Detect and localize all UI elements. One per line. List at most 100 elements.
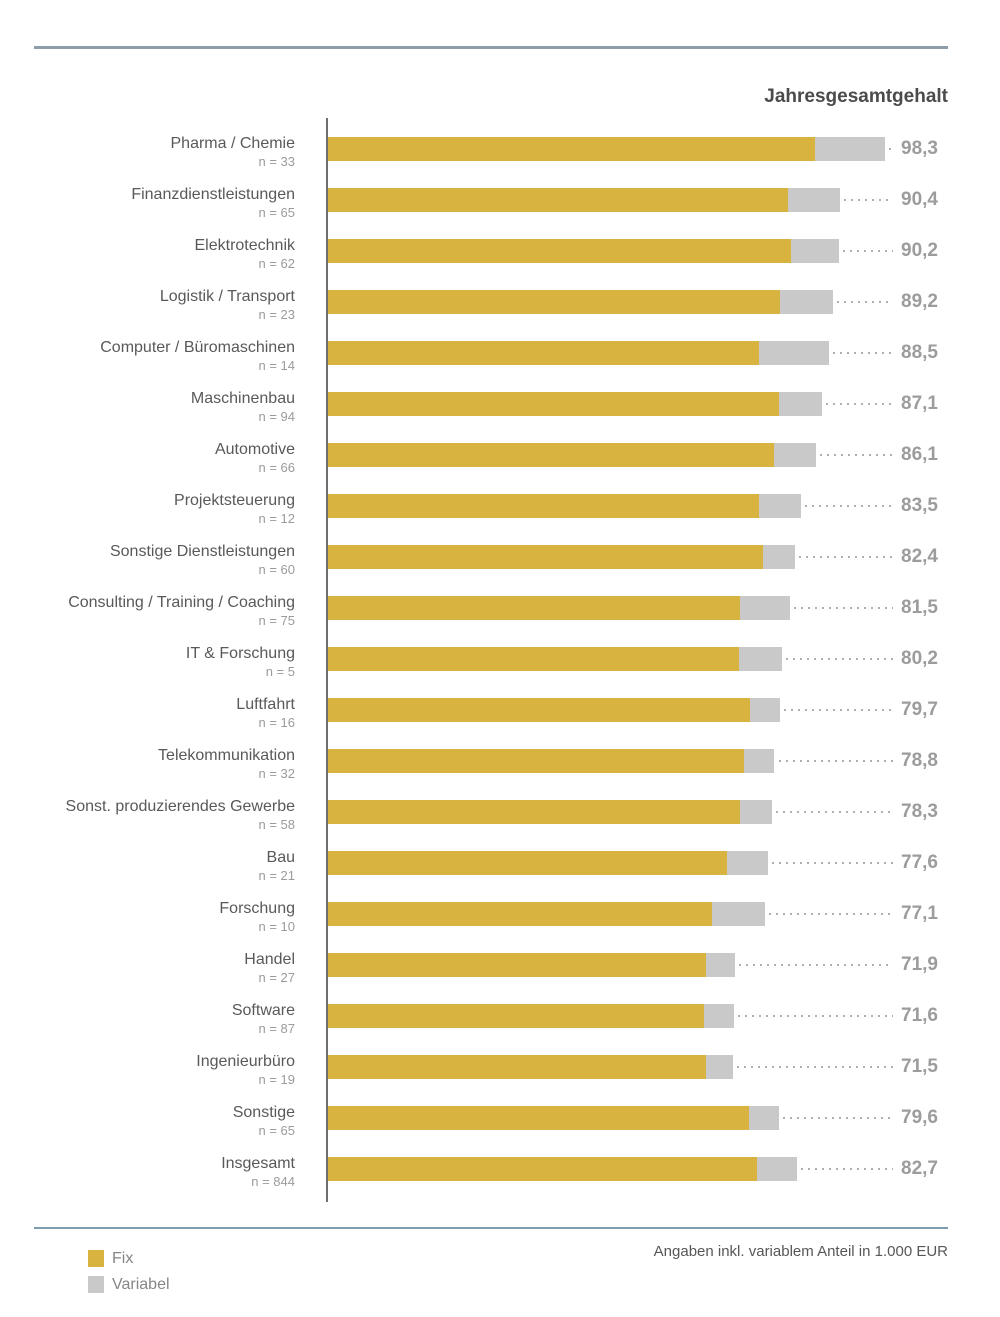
category-sample-size: n = 27 [258, 970, 295, 985]
bar-fix-segment [328, 494, 760, 518]
category-sample-size: n = 60 [258, 562, 295, 577]
category-label: Insgesamt [221, 1155, 295, 1172]
stacked-bar [328, 647, 783, 671]
category-label-block: Forschung n = 10 [0, 899, 295, 935]
bar-fix-segment [328, 698, 751, 722]
leader-dotted-line [737, 1015, 893, 1017]
bar-variabel-segment [705, 1055, 734, 1079]
value-label: 90,4 [901, 189, 938, 210]
category-label: IT & Forschung [185, 645, 295, 662]
bar-variabel-segment [763, 545, 795, 569]
value-label: 89,2 [901, 291, 938, 312]
bar-variabel-segment [739, 596, 790, 620]
y-axis-line [326, 118, 328, 1202]
category-label-block: Software n = 87 [0, 1001, 295, 1037]
stacked-bar [328, 749, 775, 773]
bar-fix-segment [328, 749, 744, 773]
stacked-bar [328, 596, 790, 620]
bar-fix-segment [328, 596, 740, 620]
bar-variabel-segment [738, 647, 783, 671]
category-label: Sonst. produzierendes Gewerbe [65, 798, 295, 815]
stacked-bar [328, 392, 822, 416]
value-label: 79,6 [901, 1107, 938, 1128]
bar-variabel-segment [790, 239, 840, 263]
chart-row: Pharma / Chemie n = 33 98,3 [0, 135, 1000, 169]
chart-row: Computer / Büromaschinen n = 14 88,5 [0, 339, 1000, 373]
category-label: Pharma / Chemie [170, 135, 296, 152]
category-label-block: Maschinenbau n = 94 [0, 389, 295, 425]
category-sample-size: n = 14 [258, 358, 295, 373]
leader-dotted-line [819, 454, 893, 456]
category-label: Computer / Büromaschinen [100, 339, 295, 356]
category-sample-size: n = 12 [258, 511, 295, 526]
category-label: Bau [266, 849, 295, 866]
category-label: Sonstige [232, 1104, 295, 1121]
value-label: 79,7 [901, 699, 938, 720]
category-label-block: Insgesamt n = 844 [0, 1154, 295, 1190]
value-label: 77,6 [901, 852, 938, 873]
legend-label-fix: Fix [112, 1250, 134, 1267]
bar-fix-segment [328, 545, 764, 569]
category-label-block: Sonstige n = 65 [0, 1103, 295, 1139]
chart-row: Sonstige Dienstleistungen n = 60 82,4 [0, 543, 1000, 577]
category-sample-size: n = 33 [258, 154, 295, 169]
bar-fix-segment [328, 1055, 706, 1079]
bar-variabel-segment [743, 749, 775, 773]
chart-row: Automotive n = 66 86,1 [0, 441, 1000, 475]
category-sample-size: n = 62 [258, 256, 295, 271]
value-label: 71,5 [901, 1056, 938, 1077]
value-label: 83,5 [901, 495, 938, 516]
value-label: 90,2 [901, 240, 938, 261]
stacked-bar [328, 1055, 734, 1079]
value-label: 77,1 [901, 903, 938, 924]
chart-row: Elektrotechnik n = 62 90,2 [0, 237, 1000, 271]
category-sample-size: n = 32 [258, 766, 295, 781]
stacked-bar [328, 902, 765, 926]
chart-title: Jahresgesamtgehalt [764, 86, 948, 107]
category-sample-size: n = 87 [258, 1021, 295, 1036]
category-sample-size: n = 19 [258, 1072, 295, 1087]
category-label: Projektsteuerung [174, 492, 295, 509]
leader-dotted-line [783, 709, 893, 711]
category-label: Sonstige Dienstleistungen [109, 543, 295, 560]
bar-fix-segment [328, 953, 706, 977]
chart-row: Finanzdienstleistungen n = 65 90,4 [0, 186, 1000, 220]
category-label: Consulting / Training / Coaching [68, 594, 295, 611]
chart-row: Sonst. produzierendes Gewerbe n = 58 78,… [0, 798, 1000, 832]
category-label: Software [231, 1002, 295, 1019]
stacked-bar [328, 341, 830, 365]
chart-row: IT & Forschung n = 5 80,2 [0, 645, 1000, 679]
category-label: Handel [244, 951, 295, 968]
bar-variabel-segment [739, 800, 772, 824]
bottom-divider [34, 1227, 948, 1229]
bar-variabel-segment [788, 188, 841, 212]
value-label: 98,3 [901, 138, 938, 159]
value-label: 71,6 [901, 1005, 938, 1026]
category-sample-size: n = 10 [258, 919, 295, 934]
top-divider [34, 46, 948, 49]
chart-row: Projektsteuerung n = 12 83,5 [0, 492, 1000, 526]
bar-variabel-segment [705, 953, 736, 977]
bar-variabel-segment [814, 137, 885, 161]
category-label-block: Consulting / Training / Coaching n = 75 [0, 593, 295, 629]
stacked-bar [328, 239, 840, 263]
bar-variabel-segment [779, 392, 822, 416]
bar-variabel-segment [749, 1106, 779, 1130]
category-label-block: Automotive n = 66 [0, 440, 295, 476]
category-label-block: Elektrotechnik n = 62 [0, 236, 296, 272]
leader-dotted-line [825, 403, 893, 405]
leader-dotted-line [798, 556, 893, 558]
category-label: Luftfahrt [236, 696, 295, 713]
category-sample-size: n = 58 [258, 817, 295, 832]
bar-variabel-segment [712, 902, 765, 926]
bar-fix-segment [328, 392, 779, 416]
category-sample-size: n = 23 [258, 307, 295, 322]
leader-dotted-line [889, 148, 893, 150]
stacked-bar [328, 1157, 797, 1181]
leader-dotted-line [833, 352, 893, 354]
category-label-block: Luftfahrt n = 16 [0, 695, 295, 731]
leader-dotted-line [800, 1168, 893, 1170]
category-sample-size: n = 5 [265, 664, 295, 679]
stacked-bar [328, 851, 768, 875]
category-sample-size: n = 16 [258, 715, 295, 730]
